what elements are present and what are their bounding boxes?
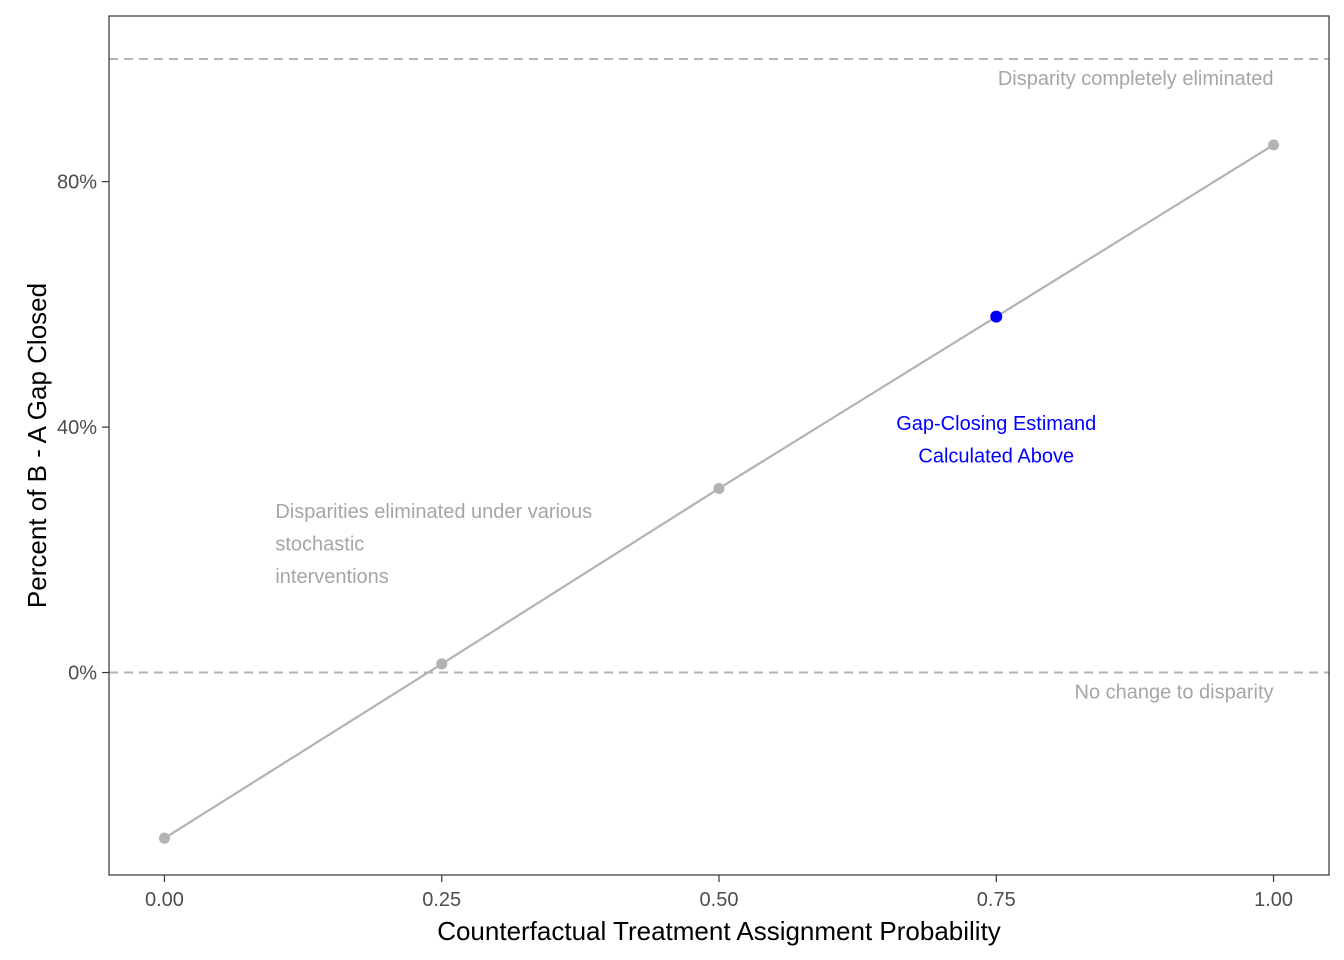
reference-line-label: Disparity completely eliminated	[998, 68, 1274, 90]
y-axis: 0% 40% 80%	[57, 172, 109, 685]
series-layer	[158, 139, 1280, 844]
x-tick-label: 1.00	[1254, 889, 1293, 911]
annotation-text: interventions	[275, 566, 388, 588]
highlight-point	[990, 310, 1003, 323]
annotation-text: Disparities eliminated under various	[275, 501, 592, 523]
x-axis: 0.00 0.25 0.50 0.75 1.00	[145, 875, 1293, 911]
data-point	[1268, 139, 1280, 151]
reference-line-label: No change to disparity	[1075, 682, 1274, 704]
data-point	[158, 832, 170, 844]
x-axis-title: Counterfactual Treatment Assignment Prob…	[437, 916, 1001, 946]
reference-lines: Disparity completely eliminated No change…	[109, 57, 1329, 704]
y-tick-label: 0%	[68, 663, 97, 685]
x-tick-label: 0.25	[422, 889, 461, 911]
y-tick-label: 80%	[57, 172, 97, 194]
x-tick-label: 0.75	[977, 889, 1016, 911]
annotation-text: Calculated Above	[918, 446, 1074, 468]
data-point	[436, 658, 448, 670]
y-axis-title: Percent of B - A Gap Closed	[22, 283, 52, 608]
plot-panel-border	[108, 15, 1330, 876]
annotations: Disparities eliminated under various stoc…	[275, 413, 1096, 588]
x-tick-label: 0.00	[145, 889, 184, 911]
y-tick-label: 40%	[57, 417, 97, 439]
annotation-text: Gap-Closing Estimand	[896, 413, 1096, 435]
x-tick-label: 0.50	[700, 889, 739, 911]
data-point	[713, 482, 725, 494]
annotation-text: stochastic	[275, 534, 364, 556]
